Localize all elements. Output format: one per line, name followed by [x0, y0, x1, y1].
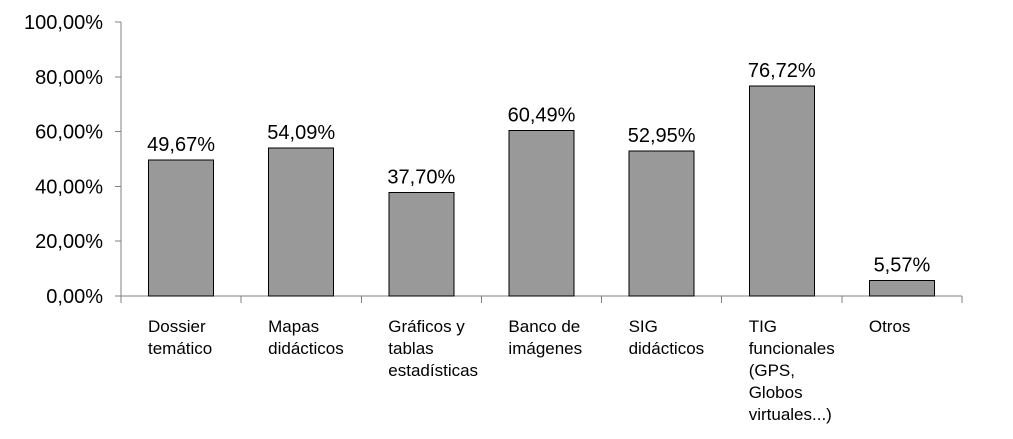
x-category-label-line: estadísticas	[388, 361, 478, 380]
x-category-label-line: SIG	[629, 317, 658, 336]
y-tick-label: 60,00%	[35, 122, 103, 144]
x-category-label-line: virtuales...)	[749, 405, 832, 424]
data-label: 60,49%	[508, 104, 576, 126]
bar	[748, 85, 815, 297]
x-category-label: Banco de imágenes	[508, 317, 582, 358]
x-category-label-line: funcionales	[749, 339, 835, 358]
y-tick-label: 20,00%	[35, 231, 103, 253]
bar	[148, 159, 215, 297]
x-category-label-line: Otros	[869, 317, 911, 336]
y-tick-label: 100,00%	[24, 12, 103, 34]
x-category-label-line: imágenes	[508, 339, 582, 358]
x-category-label-line: didácticos	[629, 339, 705, 358]
x-category-label-line: tablas	[388, 339, 433, 358]
x-category-label-line: (GPS,	[749, 361, 795, 380]
data-label: 5,57%	[874, 255, 931, 277]
x-category-label-line: Mapas	[268, 317, 319, 336]
x-category-label-line: Dossier	[148, 317, 206, 336]
y-axis-ticks: 0,00% 20,00% 40,00% 60,00% 80,00% 100,00%	[24, 12, 121, 308]
bar	[268, 147, 335, 297]
bar	[628, 150, 695, 297]
x-category-label-line: Banco de	[508, 317, 580, 336]
x-category-label: Otros	[869, 317, 911, 336]
x-category-label: Dossier temático	[148, 317, 212, 358]
x-axis-labels: Dossier temático Mapas didácticos Gráficos y…	[148, 317, 910, 424]
bar	[508, 129, 575, 297]
x-category-label: TIG funcionales (GPS, Globos virtuales...)	[749, 317, 835, 424]
data-label: 37,70%	[387, 167, 455, 189]
x-category-label-line: TIG	[749, 317, 777, 336]
data-label: 54,09%	[267, 122, 335, 144]
y-tick-label: 0,00%	[46, 286, 103, 308]
y-tick-label: 40,00%	[35, 176, 103, 198]
data-label: 76,72%	[748, 60, 816, 82]
data-labels: 49,67% 54,09% 37,70% 60,49% 52,95% 76,72% 5,57…	[147, 60, 930, 277]
chart-bars	[148, 85, 935, 297]
x-category-label-line: Globos	[749, 383, 803, 402]
x-category-label-line: temático	[148, 339, 212, 358]
x-category-label: Gráficos y tablas estadísticas	[388, 317, 478, 380]
x-category-label: SIG didácticos	[629, 317, 705, 358]
x-category-label-line: didácticos	[268, 339, 344, 358]
bar	[388, 192, 455, 297]
y-tick-label: 80,00%	[35, 67, 103, 89]
bar	[868, 280, 935, 297]
data-label: 49,67%	[147, 134, 215, 156]
x-category-label: Mapas didácticos	[268, 317, 344, 358]
x-category-label-line: Gráficos y	[388, 317, 465, 336]
x-axis-ticks	[120, 296, 963, 303]
data-label: 52,95%	[628, 125, 696, 147]
